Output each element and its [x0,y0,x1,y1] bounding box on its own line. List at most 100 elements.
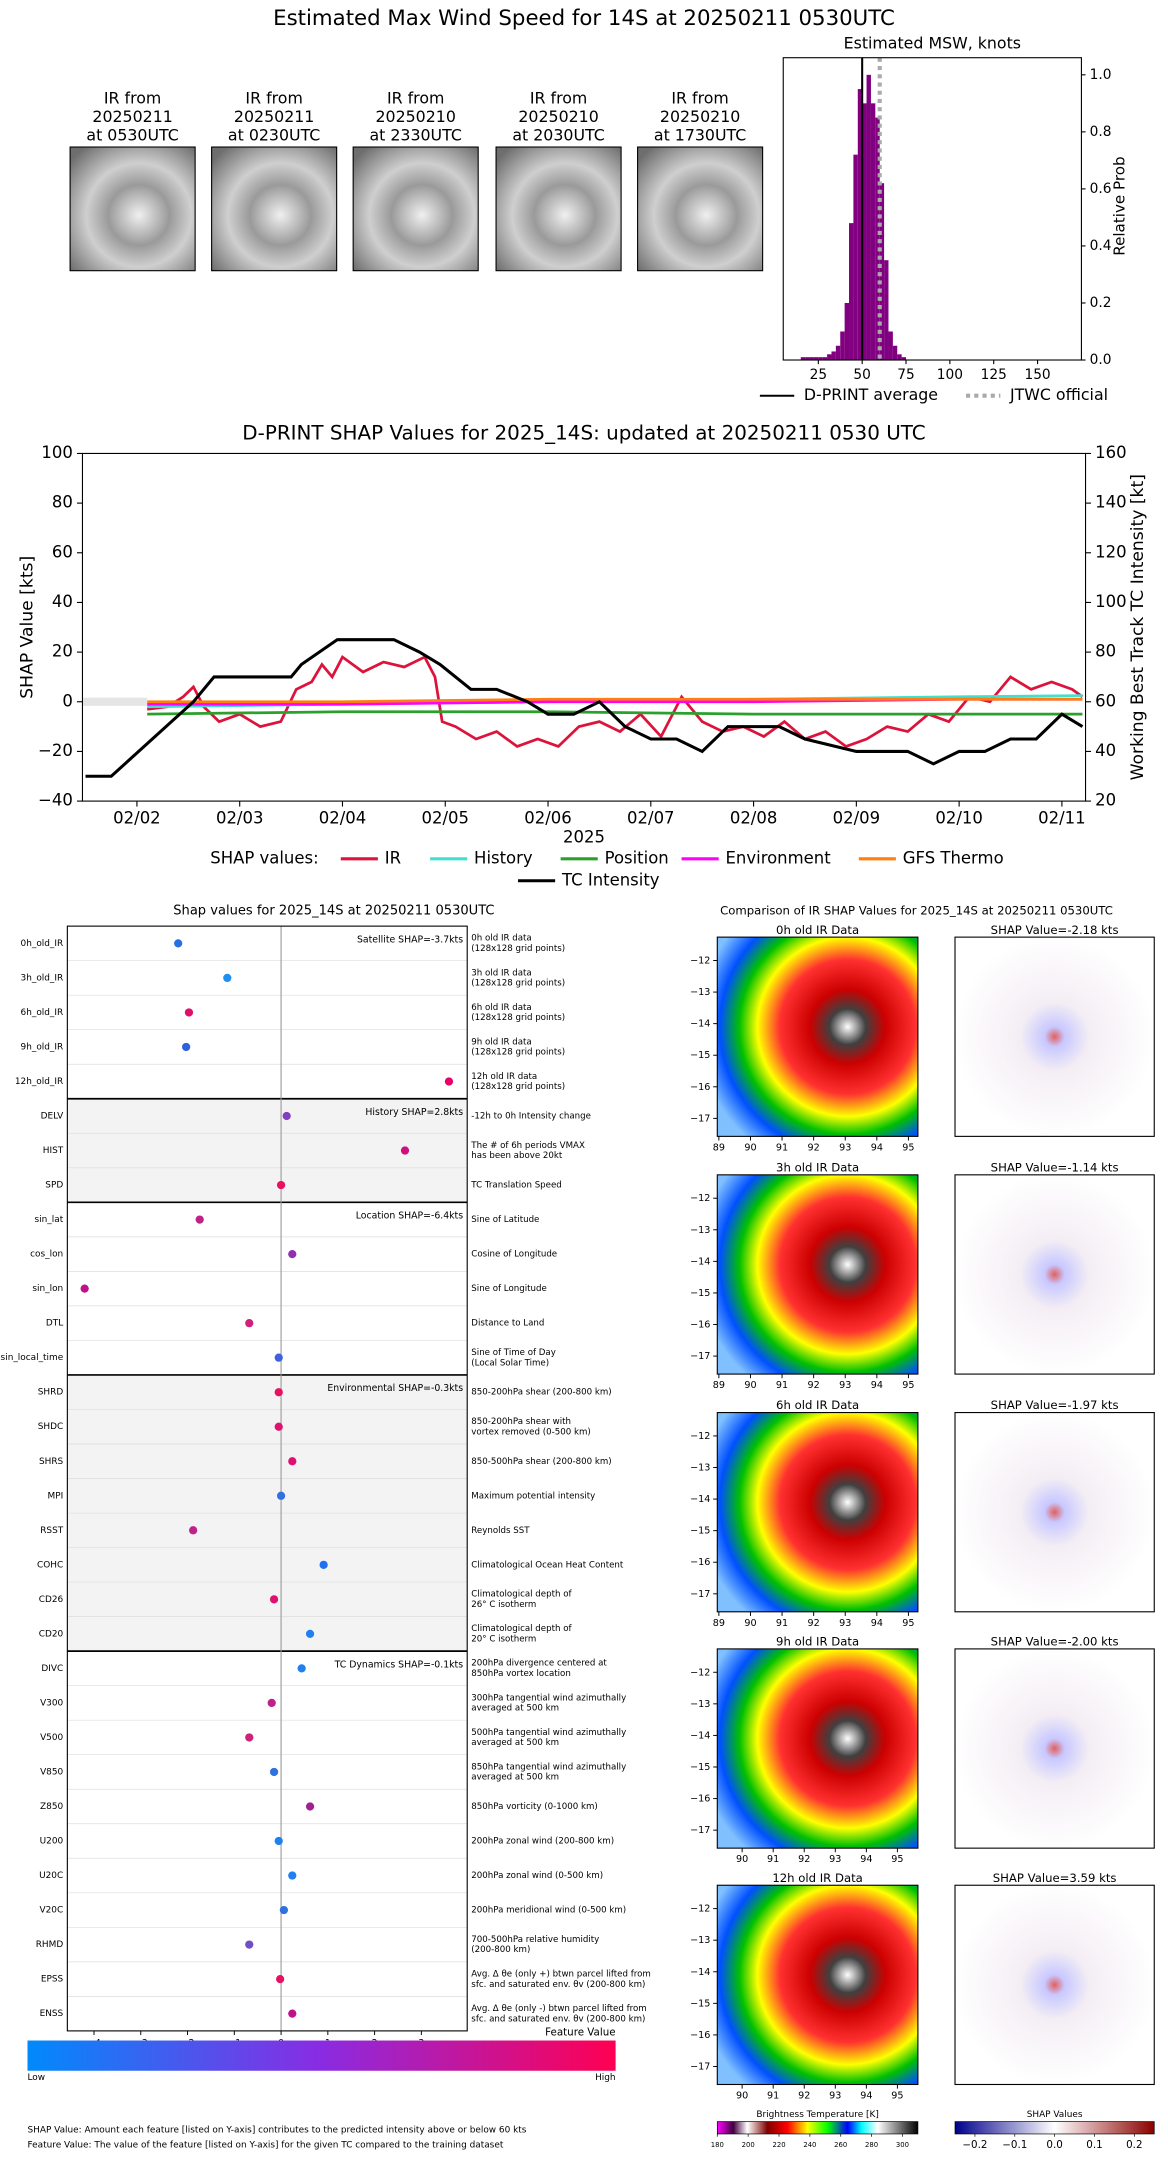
y-tick-label: −12 [690,1193,710,1204]
group-label: Satellite SHAP=-3.7kts [357,934,463,945]
legend-label: TC Intensity [561,870,660,889]
shap-image [954,1412,1155,1613]
group-label: TC Dynamics SHAP=-0.1kts [334,1659,464,1670]
shap-image [954,1884,1155,2086]
x-tick-label: 91 [767,1854,779,1865]
feature-name: cos_lon [30,1250,63,1260]
shap-dot [274,1388,283,1397]
feature-name: 6h_old_IR [21,1008,64,1018]
feature-name: SHRS [39,1457,64,1467]
thumbnail-label: at 0530UTC [86,126,178,145]
ir-panel-title: 12h old IR Data [772,1871,862,1885]
feature-description: (128x128 grid points) [471,979,565,989]
thumbnail-label: 20250210 [660,107,740,126]
feature-name: sin_lon [32,1284,63,1294]
feature-description: Climatological depth of [471,1590,572,1600]
y-tick-label: −15 [690,1526,710,1537]
x-tick-label: 91 [776,1142,788,1153]
feature-description: Climatological depth of [471,1624,572,1634]
feature-description: (200-800 km) [471,1945,530,1955]
x-tick-label: 94 [871,1380,883,1391]
legend-label: IR [385,848,401,867]
feature-name: HIST [43,1146,64,1156]
thumbnail-image [495,146,622,272]
histogram-bar [853,154,858,361]
shap-dot [245,1940,254,1949]
shap-dot [223,973,232,983]
x-tick-label: 94 [860,1854,872,1865]
feature-name: sin_lat [35,1215,64,1225]
histogram-bar [822,357,828,361]
x-tick-label: 93 [829,2090,841,2101]
histogram-bar [870,103,876,361]
x-tick-label: 93 [829,1854,841,1865]
legend-label: History [474,848,533,867]
feature-name: CD20 [39,1629,64,1639]
ir-image [716,1648,919,1849]
y2-tick-label: 60 [1095,691,1116,710]
y2-tick-label: 40 [1095,741,1116,760]
thumbnail-label: IR from [387,88,444,107]
feature-name: 3h_old_IR [21,973,64,983]
shap-dot [245,1319,254,1328]
feature-name: 12h_old_IR [15,1077,63,1087]
histogram-frame [782,57,1082,361]
y-tick-label: 0.2 [1090,295,1112,311]
x-tick-label: 90 [736,1854,748,1865]
feature-name: MPI [48,1491,64,1501]
shap-image [954,1648,1155,1849]
thumbnail-label: 20250210 [375,107,455,126]
histogram-bar [849,223,854,361]
x-tick-label: 95 [902,1618,914,1629]
colorbar-tick-label: −0.2 [962,2139,987,2151]
y-tick-label: 0.6 [1090,181,1112,197]
y-tick-label: 1.0 [1090,67,1112,83]
thumbnail-label: IR from [671,88,728,107]
thumbnail-label: IR from [104,88,161,107]
thumbnail-image [637,146,764,272]
feature-name: RSST [40,1526,64,1536]
y2-tick-label: 100 [1095,592,1126,611]
legend-label: D-PRINT average [804,385,938,404]
y-tick-label: −13 [690,1225,710,1236]
x-tick-label: 02/09 [833,808,880,827]
x-tick-label: 92 [808,1618,820,1629]
feature-description: 850hPa vorticity (0-1000 km) [471,1802,597,1812]
line-chart-title: D-PRINT SHAP Values for 2025_14S: update… [242,422,925,445]
dot-chart-title: Shap values for 2025_14S at 20250211 053… [173,904,494,919]
feature-description: 26° C isotherm [471,1600,536,1610]
x-tick-label: 89 [713,1380,725,1391]
feature-description: 0h old IR data [471,934,531,944]
colorbar-tick-label: 0.1 [1086,2139,1102,2151]
feature-name: 9h_old_IR [21,1042,64,1052]
histogram-bar [879,183,885,361]
thumbnail-label: 20250210 [518,107,598,126]
feature-name: U20C [39,1871,63,1881]
y-tick-label: −17 [690,1351,710,1362]
feature-description: 850hPa tangential wind azimuthally [471,1762,626,1772]
feature-description: The # of 6h periods VMAX [470,1141,585,1151]
shap-dot [288,1249,297,1259]
feature-name: sin_local_time [1,1353,64,1363]
group-label: History SHAP=2.8kts [365,1107,463,1118]
y2-tick-label: 20 [1095,791,1116,810]
comparison-title: Comparison of IR SHAP Values for 2025_14… [720,904,1113,918]
x-tick-label: 90 [744,1618,756,1629]
feature-description: 850-200hPa shear (200-800 km) [471,1388,611,1398]
histogram-bar [892,345,898,361]
shap-image [954,936,1155,1137]
feature-name: U200 [40,1837,64,1847]
feature-description: has been above 20kt [471,1151,563,1161]
x-tick-label: 02/07 [627,808,674,827]
legend-label: JTWC official [1009,385,1108,404]
legend-title: SHAP values: [210,848,318,867]
group-label: Environmental SHAP=-0.3kts [327,1383,463,1394]
x-tick-label: 92 [808,1380,820,1391]
histogram-bar [862,103,867,361]
feature-description: 12h old IR data [471,1072,537,1082]
thumbnail-label: at 2030UTC [512,126,604,145]
feature-name: SHDC [38,1422,63,1432]
x-tick-label: 02/11 [1038,808,1085,827]
x-tick-label: 02/08 [730,808,777,827]
